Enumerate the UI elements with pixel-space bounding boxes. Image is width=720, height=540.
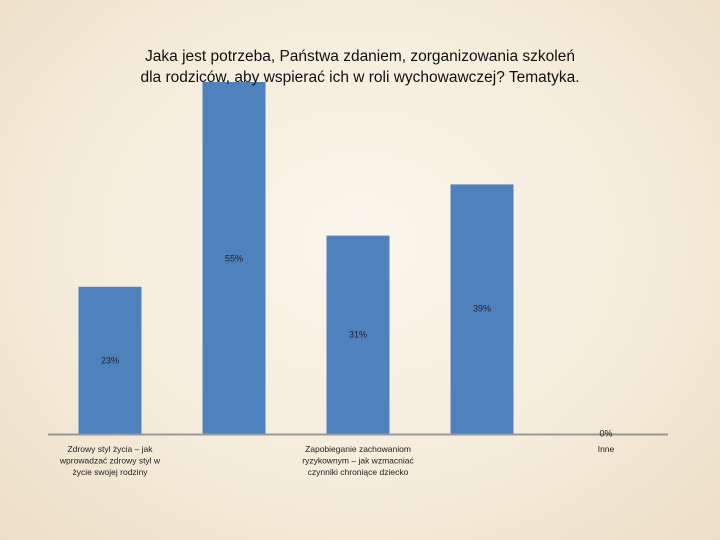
- category-label-3-line-3: czynniki chroniące dziecko: [308, 467, 409, 477]
- data-label-5: 0%: [599, 428, 612, 438]
- data-label-1: 23%: [101, 355, 119, 365]
- data-label-2: 55%: [225, 253, 243, 263]
- category-label-1-line-3: życie swojej rodziny: [72, 467, 148, 477]
- category-label-1-line-1: Zdrowy styl życia – jak: [67, 444, 153, 454]
- chart-title: Jaka jest potrzeba, Państwa zdaniem, zor…: [90, 46, 630, 88]
- data-label-4: 39%: [473, 303, 491, 313]
- chart-title-line-2: dla rodziców, aby wspierać ich w roli wy…: [140, 69, 580, 86]
- category-label-5-line-1: Inne: [598, 444, 615, 454]
- category-label-1-line-2: wprowadzać zdrowy styl w: [59, 456, 161, 466]
- bar-4: [450, 184, 514, 434]
- bar-3: [326, 235, 390, 434]
- bar-2: [202, 82, 266, 434]
- category-label-3-line-1: Zapobieganie zachowaniom: [305, 444, 411, 454]
- bar-1: [78, 286, 142, 434]
- data-label-3: 31%: [349, 329, 367, 339]
- chart-title-line-1: Jaka jest potrzeba, Państwa zdaniem, zor…: [145, 48, 575, 65]
- category-label-3-line-2: ryzykownym – jak wzmacniać: [302, 456, 414, 466]
